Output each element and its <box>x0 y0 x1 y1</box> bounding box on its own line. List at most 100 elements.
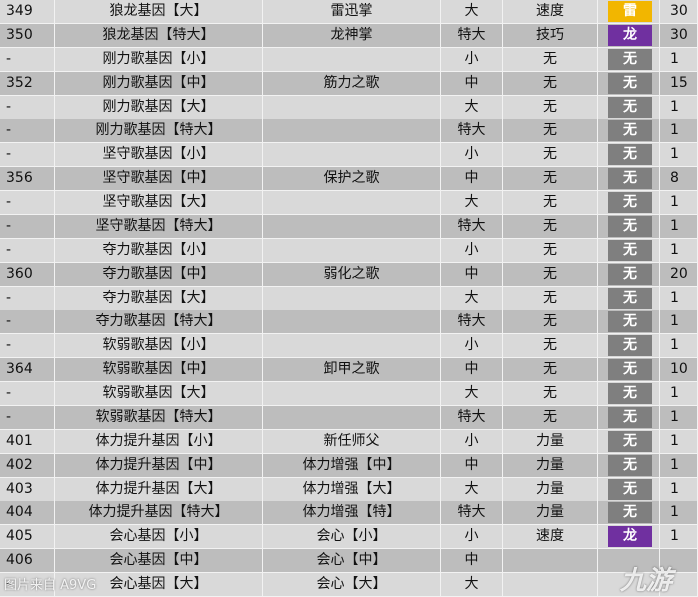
size-cell: 小 <box>441 238 503 262</box>
watermark-source: 图片来自 A9VG <box>4 578 97 593</box>
value-cell: 1 <box>660 477 698 501</box>
element-cell <box>598 143 660 167</box>
size-cell: 中 <box>441 358 503 382</box>
gene-cell: 夺力歌基因【中】 <box>55 262 263 286</box>
size-cell: 大 <box>441 286 503 310</box>
gene-cell: 刚力歌基因【中】 <box>55 71 263 95</box>
table-row: - 坚守歌基因【大】大无无 1 <box>0 191 698 216</box>
value-cell: 30 <box>660 23 698 47</box>
id-cell: - <box>0 191 55 215</box>
element-cell <box>598 573 660 597</box>
gene-cell: 体力提升基因【大】 <box>55 477 263 501</box>
skill-cell <box>263 334 441 358</box>
table-row: 350 狼龙基因【特大】 龙神掌 特大 技巧龙 30 <box>0 23 698 48</box>
type-cell: 无 <box>503 310 598 334</box>
value-cell: 1 <box>660 382 698 406</box>
skill-cell <box>263 405 441 429</box>
element-cell <box>598 334 660 358</box>
type-cell: 无 <box>503 214 598 238</box>
gene-cell: 夺力歌基因【小】 <box>55 238 263 262</box>
value-cell: 1 <box>660 453 698 477</box>
element-cell <box>598 262 660 286</box>
skill-cell <box>263 382 441 406</box>
id-cell: - <box>0 310 55 334</box>
value-cell: 1 <box>660 310 698 334</box>
skill-cell: 龙神掌 <box>263 23 441 47</box>
type-cell: 无 <box>503 167 598 191</box>
gene-cell: 坚守歌基因【特大】 <box>55 214 263 238</box>
type-cell: 无 <box>503 119 598 143</box>
element-cell <box>598 47 660 71</box>
table-row: 356 坚守歌基因【中】 保护之歌中无无 8 <box>0 167 698 192</box>
table-row: - 夺力歌基因【特大】 特大无无 1 <box>0 310 698 335</box>
size-cell: 中 <box>441 262 503 286</box>
element-badge: 无 <box>608 359 652 381</box>
type-cell: 无 <box>503 95 598 119</box>
id-cell: - <box>0 214 55 238</box>
element-cell <box>598 525 660 549</box>
element-cell <box>598 71 660 95</box>
id-cell: 404 <box>0 501 55 525</box>
type-cell: 速度 <box>503 525 598 549</box>
element-badge: 无 <box>608 335 652 357</box>
gene-cell: 体力提升基因【中】 <box>55 453 263 477</box>
type-cell: 无 <box>503 47 598 71</box>
id-cell: 403 <box>0 477 55 501</box>
value-cell: 15 <box>660 71 698 95</box>
type-cell <box>503 549 598 573</box>
gene-cell: 狼龙基因【特大】 <box>55 23 263 47</box>
skill-cell: 会心【大】 <box>263 573 441 597</box>
value-cell: 1 <box>660 334 698 358</box>
value-cell: 1 <box>660 95 698 119</box>
size-cell: 特大 <box>441 23 503 47</box>
skill-cell: 保护之歌 <box>263 167 441 191</box>
id-cell: 401 <box>0 429 55 453</box>
type-cell: 无 <box>503 238 598 262</box>
value-cell: 1 <box>660 119 698 143</box>
type-cell: 力量 <box>503 429 598 453</box>
table-row: 360 夺力歌基因【中】 弱化之歌中无无 20 <box>0 262 698 287</box>
element-badge: 无 <box>608 96 652 118</box>
skill-cell <box>263 47 441 71</box>
element-badge: 无 <box>608 168 652 190</box>
gene-cell: 软弱歌基因【大】 <box>55 382 263 406</box>
value-cell: 1 <box>660 238 698 262</box>
size-cell: 特大 <box>441 214 503 238</box>
gene-cell: 体力提升基因【特大】 <box>55 501 263 525</box>
table-row: - 刚力歌基因【大】大无无 1 <box>0 95 698 120</box>
type-cell: 无 <box>503 382 598 406</box>
skill-cell <box>263 191 441 215</box>
element-cell <box>598 214 660 238</box>
element-cell <box>598 429 660 453</box>
element-cell <box>598 501 660 525</box>
size-cell: 大 <box>441 573 503 597</box>
element-cell <box>598 310 660 334</box>
id-cell: - <box>0 95 55 119</box>
type-cell: 无 <box>503 334 598 358</box>
type-cell <box>503 573 598 597</box>
element-badge: 无 <box>608 287 652 309</box>
type-cell: 无 <box>503 143 598 167</box>
id-cell: 350 <box>0 23 55 47</box>
skill-cell <box>263 214 441 238</box>
element-cell <box>598 119 660 143</box>
element-cell <box>598 238 660 262</box>
size-cell: 中 <box>441 549 503 573</box>
skill-cell: 会心【小】 <box>263 525 441 549</box>
type-cell: 无 <box>503 358 598 382</box>
table-row: 404 体力提升基因【特大】 体力增强【特】 特大 力量无 1 <box>0 501 698 526</box>
element-badge: 无 <box>608 430 652 452</box>
element-badge: 无 <box>608 502 652 524</box>
element-badge: 无 <box>608 383 652 405</box>
table-row: 406 会心基因【中】 会心【中】中 <box>0 549 698 574</box>
element-cell <box>598 549 660 573</box>
element-cell <box>598 453 660 477</box>
type-cell: 力量 <box>503 477 598 501</box>
skill-cell: 卸甲之歌 <box>263 358 441 382</box>
element-cell <box>598 191 660 215</box>
value-cell: 1 <box>660 191 698 215</box>
element-badge: 无 <box>608 192 652 214</box>
id-cell: 406 <box>0 549 55 573</box>
gene-cell: 体力提升基因【小】 <box>55 429 263 453</box>
